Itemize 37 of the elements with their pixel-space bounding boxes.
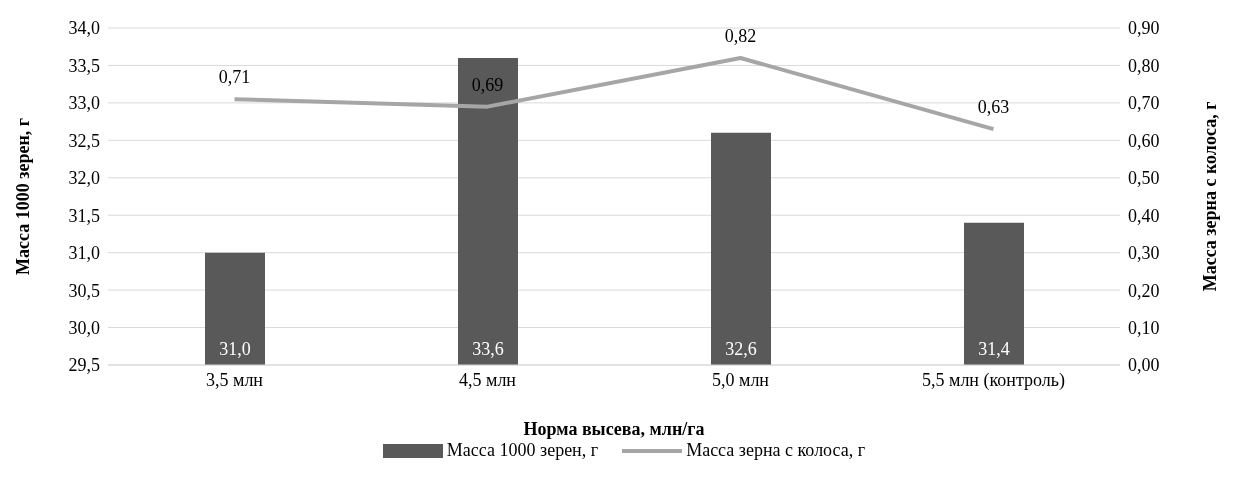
legend-label: Масса зерна с колоса, г [686, 440, 866, 461]
y2-tick-label: 0,50 [1128, 168, 1160, 189]
y2-tick-label: 0,60 [1128, 130, 1160, 151]
data-label: 31,4 [978, 339, 1010, 359]
x-tick-label: 4,5 млн [458, 369, 517, 390]
data-label: 33,6 [472, 339, 504, 359]
x-tick-label: 5,0 млн [711, 369, 770, 390]
y-tick-label: 30,0 [68, 317, 100, 338]
y2-tick-label: 0,30 [1128, 243, 1160, 264]
y-tick-label: 29,5 [68, 355, 100, 376]
y2-tick-label: 0,70 [1128, 93, 1160, 114]
data-label: 0,82 [724, 25, 757, 46]
y-tick-label: 31,0 [68, 243, 100, 264]
y2-tick-label: 0,00 [1128, 355, 1160, 376]
x-axis-title: Норма высева, млн/га [523, 419, 705, 439]
y-tick-label: 30,5 [68, 280, 100, 301]
y-axis-title: Масса 1000 зерен, г [13, 118, 34, 275]
y2-tick-label: 0,20 [1128, 280, 1160, 301]
y-tick-label: 34,0 [68, 18, 100, 39]
y-tick-label: 32,5 [68, 130, 100, 151]
y-tick-label: 32,0 [68, 168, 100, 189]
data-label: 32,6 [725, 339, 757, 359]
y-tick-label: 33,5 [68, 55, 100, 76]
data-label: 0,71 [218, 67, 251, 88]
y2-tick-label: 0,40 [1128, 205, 1160, 226]
legend-label: Масса 1000 зерен, г [446, 440, 599, 461]
y-tick-label: 33,0 [68, 93, 100, 114]
y2-tick-label: 0,90 [1128, 18, 1160, 39]
y-tick-label: 31,5 [68, 205, 100, 226]
x-tick-label: 5,5 млн (контроль) [922, 369, 1065, 391]
y2-tick-label: 0,10 [1128, 317, 1160, 338]
data-label: 0,69 [471, 74, 504, 95]
data-label: 31,0 [219, 339, 251, 359]
x-tick-label: 3,5 млн [205, 369, 264, 390]
y2-tick-label: 0,80 [1128, 55, 1160, 76]
y2-axis-title: Масса зерна с колоса, г [1200, 101, 1221, 292]
data-label: 0,63 [977, 97, 1010, 118]
